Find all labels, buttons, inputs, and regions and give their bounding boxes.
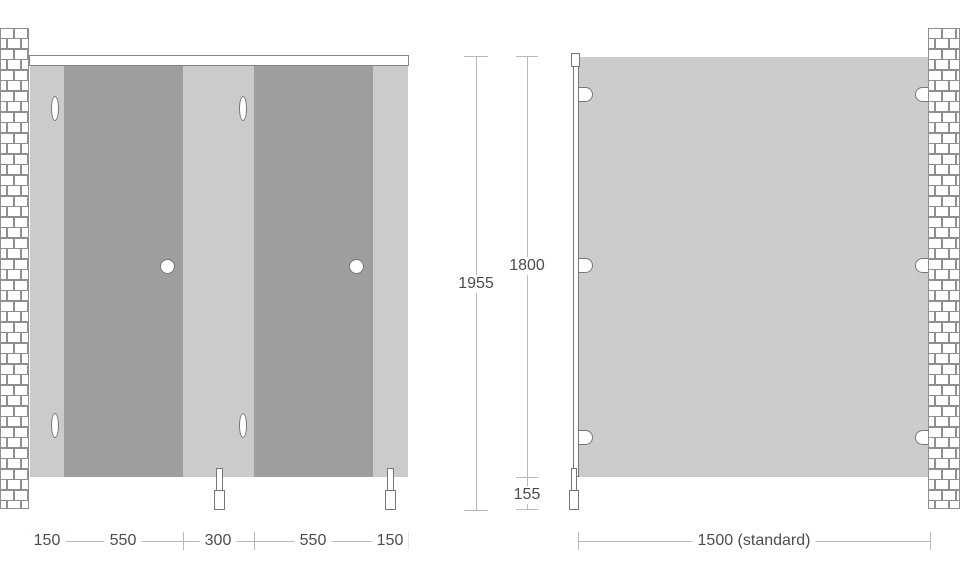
dim-tick — [930, 532, 931, 550]
center-pilaster — [183, 66, 254, 477]
hinge-bottom-left — [51, 413, 59, 438]
dim-label-panel-height: 1800 — [504, 257, 550, 275]
dim-tick — [254, 532, 255, 550]
dim-tick — [578, 532, 579, 550]
dim-label-floor-clearance: 155 — [508, 486, 546, 504]
hinge-top-right — [239, 96, 247, 121]
panel-bracket-front-middle — [578, 258, 593, 273]
dim-tick — [464, 510, 488, 511]
dim-label-door-left-width: 550 — [104, 532, 142, 550]
door-knob-left — [160, 259, 175, 274]
side-headrail-cap — [571, 53, 580, 67]
edge-panel-left — [30, 66, 64, 477]
panel-bracket-front-top — [578, 87, 593, 102]
dim-label-side-depth: 1500 (standard) — [692, 532, 816, 550]
panel-bracket-front-bottom — [578, 430, 593, 445]
edge-panel-right — [373, 66, 408, 477]
brick-wall-left — [0, 28, 29, 509]
side-panel — [578, 57, 930, 477]
dim-tick — [408, 532, 409, 550]
foot-stem-side — [571, 468, 577, 491]
dim-label-overall-height: 1955 — [453, 275, 499, 293]
foot-shoe-right — [385, 490, 396, 510]
dim-label-wall-gap-left: 150 — [28, 532, 66, 550]
dim-label-edge-right: 150 — [371, 532, 409, 550]
dim-label-door-right-width: 550 — [294, 532, 332, 550]
hinge-bottom-right — [239, 413, 247, 438]
hinge-top-left — [51, 96, 59, 121]
foot-shoe-center — [214, 490, 225, 510]
foot-stem-right — [387, 468, 394, 491]
foot-stem-center — [216, 468, 223, 491]
dim-tick — [464, 56, 488, 57]
dim-tick — [183, 532, 184, 550]
headrail — [29, 55, 409, 66]
dim-tick — [516, 509, 538, 510]
dim-tick — [516, 56, 538, 57]
dim-label-pilaster-width: 300 — [199, 532, 237, 550]
brick-wall-right — [928, 28, 960, 509]
door-knob-right — [349, 259, 364, 274]
foot-shoe-side — [569, 490, 579, 510]
